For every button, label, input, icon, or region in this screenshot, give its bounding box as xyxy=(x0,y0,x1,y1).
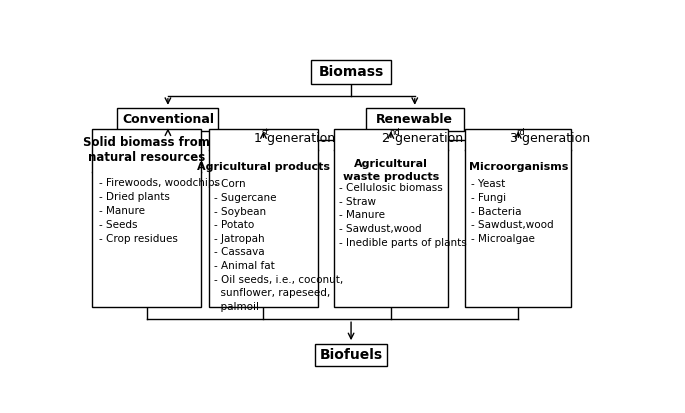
Text: Biomass: Biomass xyxy=(319,65,384,79)
Bar xyxy=(311,60,391,84)
Text: 2: 2 xyxy=(382,132,389,145)
Text: - Firewoods, woodchips
- Dried plants
- Manure
- Seeds
- Crop residues: - Firewoods, woodchips - Dried plants - … xyxy=(99,178,220,244)
Text: Solid biomass from
natural resources: Solid biomass from natural resources xyxy=(84,136,210,164)
Text: st: st xyxy=(262,128,269,138)
Bar xyxy=(334,129,448,307)
Text: nd: nd xyxy=(389,128,400,138)
Text: generation: generation xyxy=(264,132,336,145)
Bar xyxy=(92,129,201,307)
Text: Agricultural
waste products: Agricultural waste products xyxy=(342,159,439,182)
Bar xyxy=(209,129,318,307)
Text: - Corn
- Sugercane
- Soybean
- Potato
- Jatropah
- Cassava
- Animal fat
- Oil se: - Corn - Sugercane - Soybean - Potato - … xyxy=(214,179,344,312)
Text: - Cellulosic biomass
- Straw
- Manure
- Sawdust,wood
- Inedible parts of plants: - Cellulosic biomass - Straw - Manure - … xyxy=(339,183,467,247)
Bar xyxy=(465,129,571,307)
Text: Conventional: Conventional xyxy=(122,113,214,126)
Text: rd: rd xyxy=(516,128,525,138)
Text: Renewable: Renewable xyxy=(376,113,453,126)
Text: 3: 3 xyxy=(509,132,516,145)
Text: generation: generation xyxy=(519,132,590,145)
Bar xyxy=(366,108,464,131)
Text: Agricultural products: Agricultural products xyxy=(197,162,330,172)
Text: generation: generation xyxy=(391,132,463,145)
Bar xyxy=(315,344,387,366)
Text: Biofuels: Biofuels xyxy=(319,348,383,362)
Bar xyxy=(118,108,219,131)
Text: - Yeast
- Fungi
- Bacteria
- Sawdust,wood
- Microalgae: - Yeast - Fungi - Bacteria - Sawdust,woo… xyxy=(471,179,553,244)
Text: Microorganisms: Microorganisms xyxy=(469,162,568,172)
Text: 1: 1 xyxy=(254,132,262,145)
